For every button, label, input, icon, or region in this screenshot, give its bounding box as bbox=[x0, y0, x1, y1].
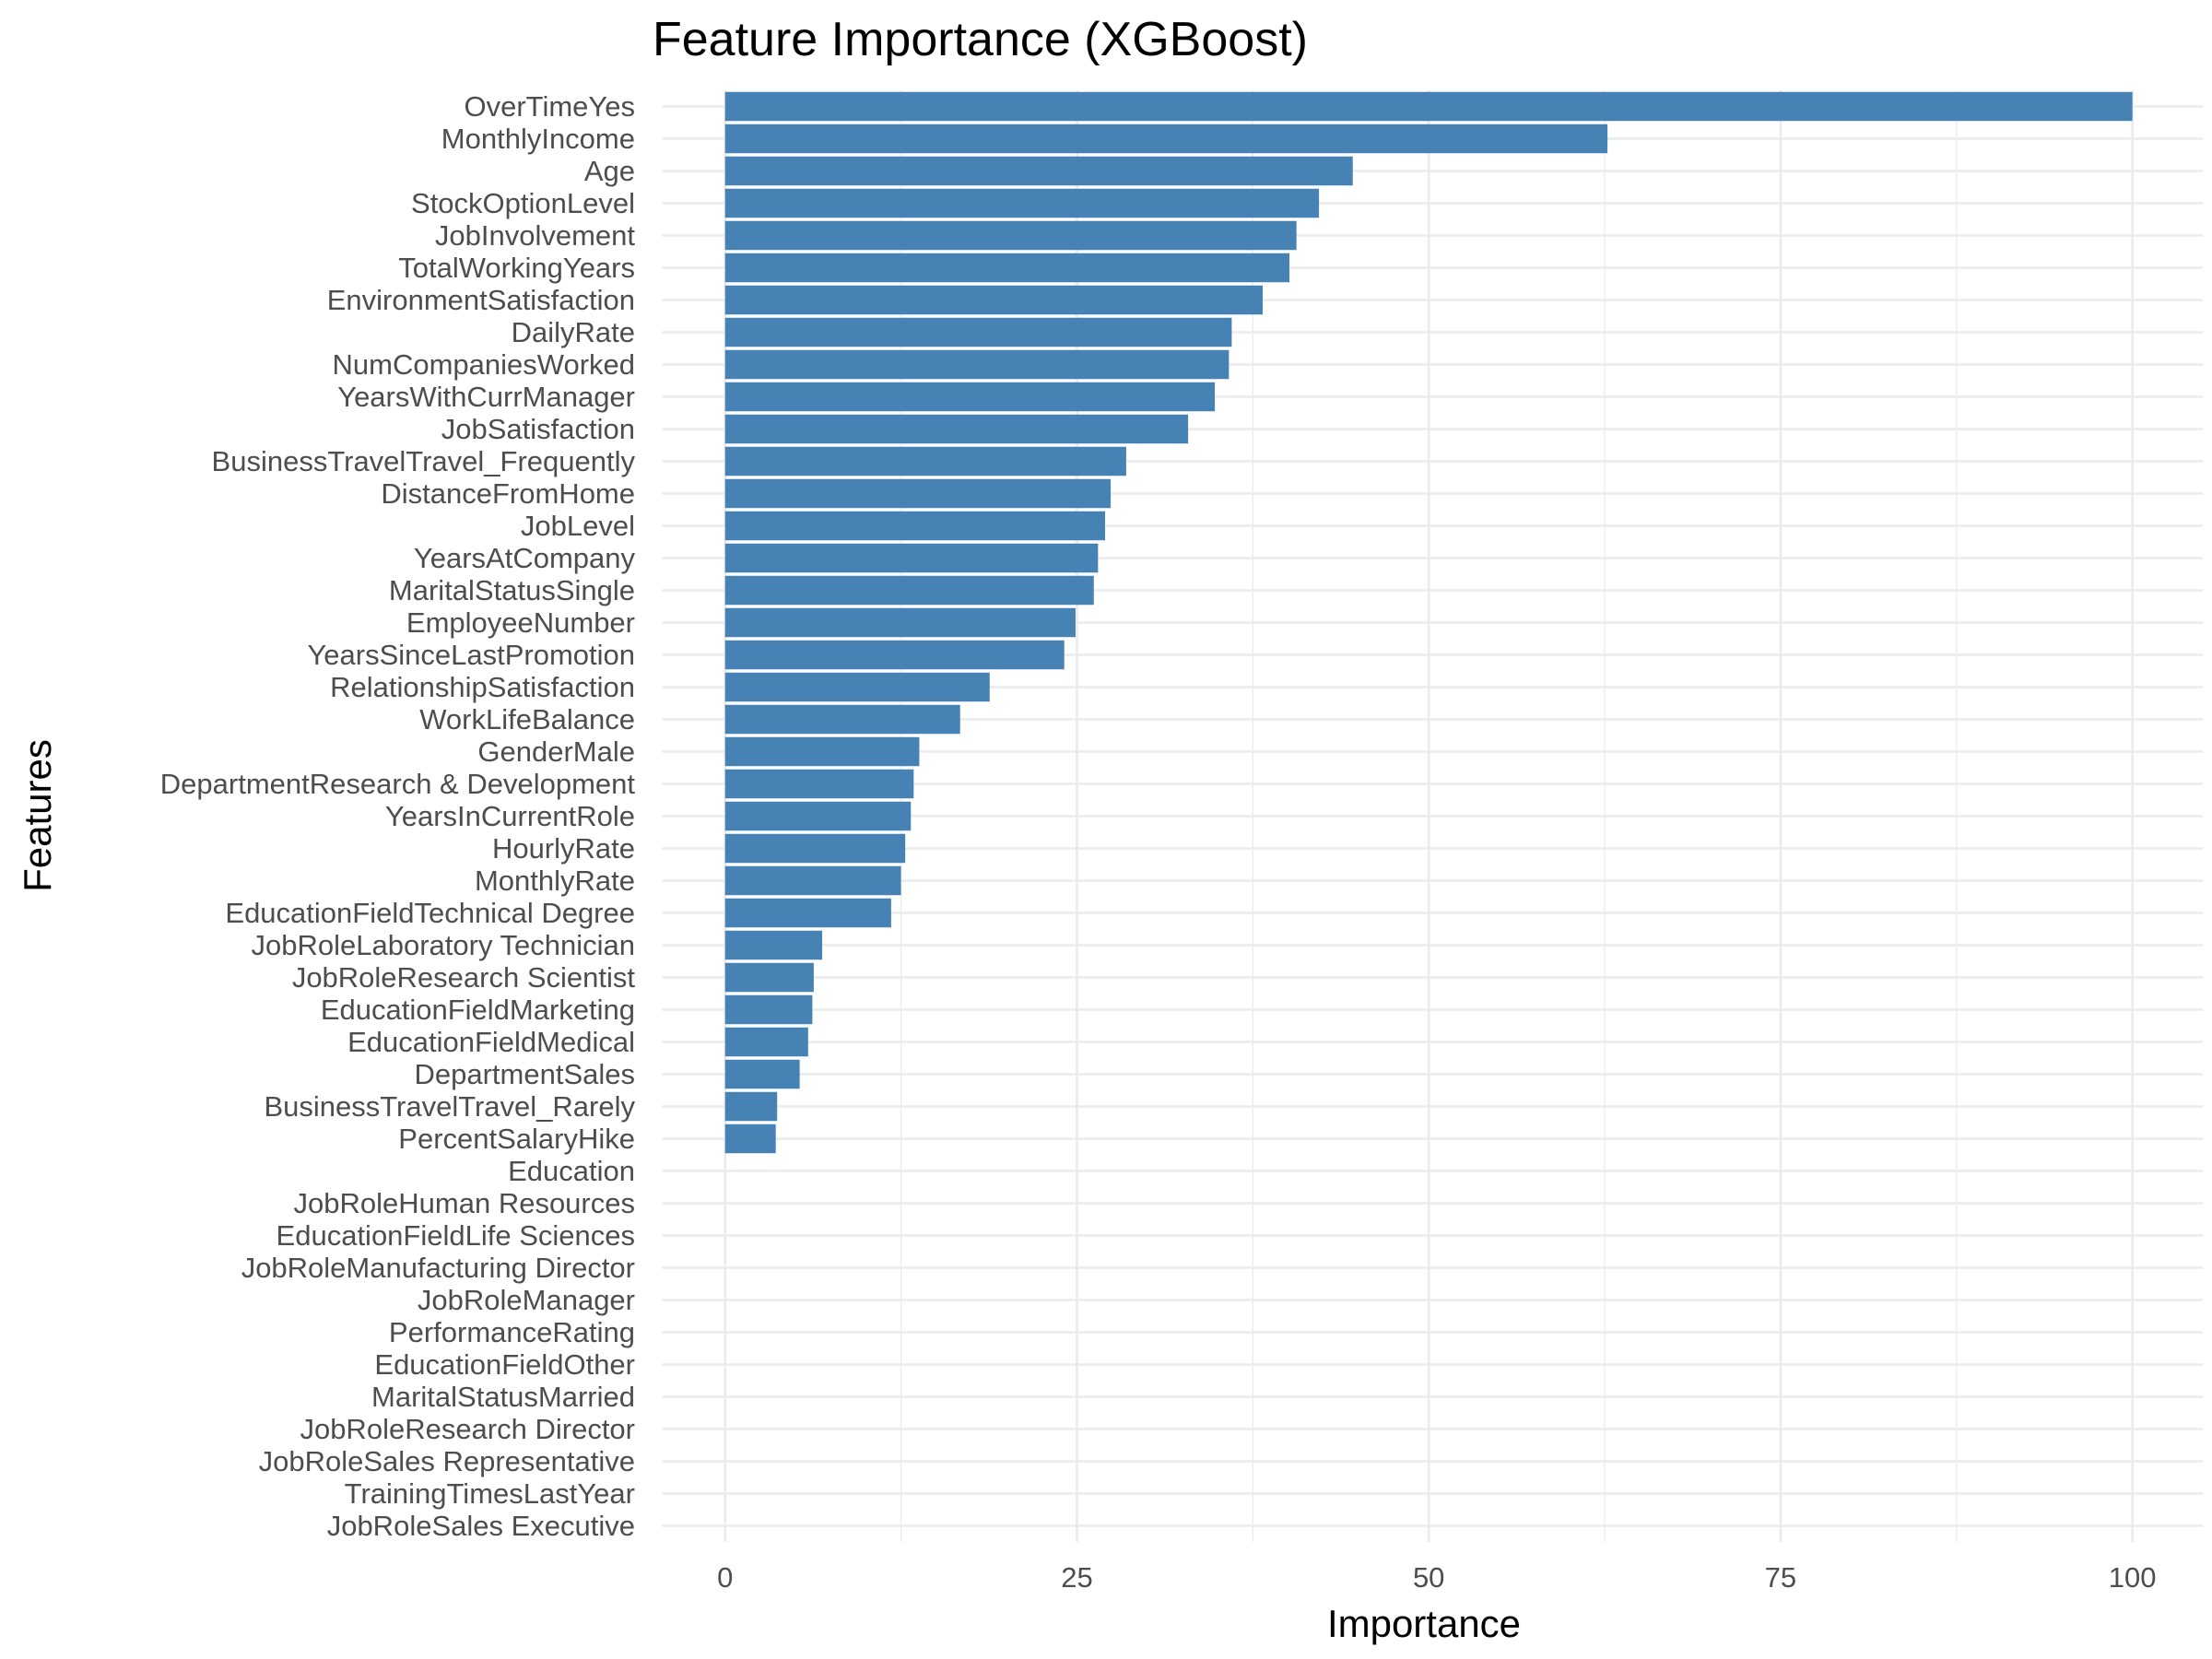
bar bbox=[724, 994, 813, 1025]
y-tick-label: MonthlyRate bbox=[475, 865, 635, 897]
y-tick-label: WorkLifeBalance bbox=[419, 703, 635, 735]
y-tick-label: OverTimeYes bbox=[465, 90, 636, 123]
y-tick-label: PercentSalaryHike bbox=[398, 1123, 635, 1155]
bar bbox=[724, 188, 1320, 218]
bar bbox=[724, 898, 891, 928]
y-tick-label: JobRoleResearch Scientist bbox=[292, 961, 636, 994]
y-tick-label: EducationFieldLife Sciences bbox=[276, 1219, 635, 1252]
bar bbox=[724, 930, 823, 960]
bar bbox=[724, 511, 1105, 541]
y-tick-label: MonthlyIncome bbox=[441, 123, 635, 155]
bar bbox=[724, 833, 906, 864]
bar bbox=[724, 414, 1189, 444]
y-tick-label: StockOptionLevel bbox=[411, 187, 635, 219]
y-axis-title: Features bbox=[16, 739, 59, 892]
y-tick-label: JobInvolvement bbox=[435, 219, 636, 252]
bar bbox=[724, 124, 1608, 154]
y-tick-label: NumCompaniesWorked bbox=[333, 348, 636, 381]
bar bbox=[724, 446, 1126, 477]
bar bbox=[724, 91, 2133, 122]
y-tick-label: DistanceFromHome bbox=[381, 477, 635, 510]
bar bbox=[724, 865, 901, 896]
y-tick-label: JobRoleLaboratory Technician bbox=[252, 929, 635, 961]
bar bbox=[724, 769, 914, 799]
y-tick-label: YearsAtCompany bbox=[414, 542, 636, 574]
y-tick-label: BusinessTravelTravel_Frequently bbox=[212, 445, 636, 477]
bar bbox=[724, 349, 1230, 380]
bar bbox=[724, 543, 1099, 573]
chart-title: Feature Importance (XGBoost) bbox=[653, 13, 1308, 66]
bar bbox=[724, 220, 1297, 251]
bar bbox=[724, 801, 912, 831]
y-tick-label: TotalWorkingYears bbox=[398, 252, 635, 284]
bar bbox=[724, 1059, 800, 1089]
y-tick-label: TrainingTimesLastYear bbox=[345, 1477, 635, 1510]
y-tick-label: Age bbox=[584, 155, 635, 187]
y-tick-label: EmployeeNumber bbox=[406, 606, 635, 639]
y-tick-label: GenderMale bbox=[477, 735, 635, 768]
y-tick-label: EducationFieldMedical bbox=[347, 1026, 635, 1058]
bar bbox=[724, 1027, 808, 1057]
y-tick-labels: OverTimeYesMonthlyIncomeAgeStockOptionLe… bbox=[160, 90, 636, 1542]
y-tick-label: DepartmentSales bbox=[414, 1058, 635, 1090]
bar bbox=[724, 607, 1076, 638]
y-tick-label: YearsSinceLastPromotion bbox=[307, 639, 635, 671]
bar bbox=[724, 285, 1264, 315]
y-tick-label: MaritalStatusSingle bbox=[389, 574, 635, 606]
bar bbox=[724, 672, 990, 702]
y-tick-label: JobRoleSales Executive bbox=[327, 1510, 635, 1542]
y-tick-label: Education bbox=[508, 1155, 635, 1187]
y-tick-label: YearsWithCurrManager bbox=[337, 381, 635, 413]
bar bbox=[724, 1091, 778, 1122]
bar bbox=[724, 382, 1216, 412]
bar bbox=[724, 640, 1065, 670]
bar bbox=[724, 317, 1232, 347]
y-tick-label: RelationshipSatisfaction bbox=[330, 671, 635, 703]
y-tick-label: JobRoleSales Representative bbox=[259, 1445, 635, 1477]
y-tick-label: HourlyRate bbox=[492, 832, 635, 865]
y-tick-label: EducationFieldOther bbox=[374, 1348, 635, 1381]
bar bbox=[724, 736, 920, 767]
y-tick-label: JobRoleManufacturing Director bbox=[241, 1252, 635, 1284]
y-tick-label: EducationFieldMarketing bbox=[321, 994, 635, 1026]
y-tick-label: JobSatisfaction bbox=[441, 413, 635, 445]
bar bbox=[724, 1124, 776, 1154]
y-tick-label: EnvironmentSatisfaction bbox=[327, 284, 635, 316]
bar bbox=[724, 962, 814, 993]
x-tick-label: 50 bbox=[1413, 1561, 1444, 1594]
y-tick-label: PerformanceRating bbox=[389, 1316, 635, 1348]
x-tick-label: 25 bbox=[1061, 1561, 1092, 1594]
y-tick-label: YearsInCurrentRole bbox=[385, 800, 635, 832]
x-tick-label: 100 bbox=[2109, 1561, 2157, 1594]
bars bbox=[724, 91, 2133, 1154]
y-tick-label: DepartmentResearch & Development bbox=[160, 768, 636, 800]
y-tick-label: EducationFieldTechnical Degree bbox=[225, 897, 635, 929]
bar bbox=[724, 704, 960, 735]
y-tick-label: DailyRate bbox=[512, 316, 635, 348]
bar bbox=[724, 156, 1353, 186]
y-tick-label: BusinessTravelTravel_Rarely bbox=[264, 1090, 635, 1123]
bar bbox=[724, 253, 1290, 283]
x-tick-labels: 0 25 50 75 100 bbox=[717, 1561, 2156, 1594]
x-tick-label: 0 bbox=[717, 1561, 733, 1594]
bar bbox=[724, 478, 1112, 509]
y-tick-label: MaritalStatusMarried bbox=[371, 1381, 635, 1413]
x-axis-title: Importance bbox=[1327, 1602, 1521, 1645]
y-tick-label: JobRoleHuman Resources bbox=[294, 1187, 635, 1219]
y-tick-label: JobRoleResearch Director bbox=[300, 1413, 635, 1445]
y-tick-label: JobLevel bbox=[521, 510, 635, 542]
bar bbox=[724, 575, 1094, 606]
x-tick-label: 75 bbox=[1765, 1561, 1796, 1594]
y-tick-label: JobRoleManager bbox=[418, 1284, 635, 1316]
